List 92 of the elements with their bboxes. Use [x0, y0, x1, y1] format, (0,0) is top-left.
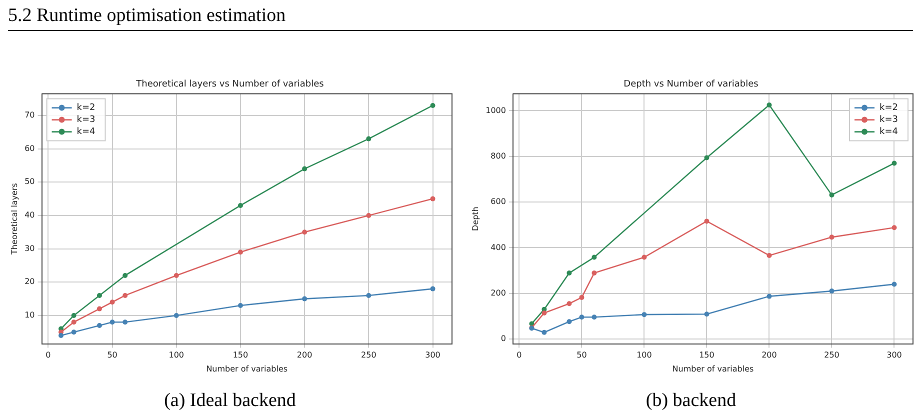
point — [642, 312, 647, 318]
point — [829, 288, 834, 294]
point — [430, 196, 436, 202]
x-tick-label: 150 — [232, 350, 248, 360]
x-tick-label: 300 — [425, 350, 440, 360]
legend-label: k=4 — [880, 127, 898, 138]
point — [579, 314, 584, 320]
y-tick-label: 800 — [490, 151, 506, 160]
x-tick-label: 100 — [636, 350, 652, 360]
point — [704, 155, 710, 160]
point — [542, 330, 547, 335]
point — [704, 218, 710, 224]
x-tick-label: 0 — [46, 350, 51, 360]
point — [110, 320, 115, 325]
point — [366, 136, 372, 142]
x-tick-label: 50 — [107, 350, 118, 360]
legend-label: k=2 — [76, 103, 96, 114]
x-axis-title: Number of variables — [672, 364, 754, 374]
point — [302, 166, 308, 172]
point — [71, 320, 76, 325]
x-tick-label: 150 — [699, 350, 714, 360]
y-tick-label: 70 — [24, 110, 35, 120]
point — [238, 250, 243, 255]
point — [71, 330, 76, 335]
x-tick-label: 250 — [361, 350, 376, 360]
point — [566, 301, 572, 306]
legend-label: k=3 — [76, 115, 96, 126]
point — [110, 300, 115, 305]
point — [366, 292, 372, 298]
point — [96, 322, 102, 328]
point — [566, 319, 572, 324]
point — [122, 292, 128, 298]
x-tick-label: 300 — [886, 350, 902, 360]
point — [829, 192, 834, 198]
y-tick-label: 20 — [24, 277, 35, 286]
point — [302, 230, 308, 235]
point — [766, 102, 772, 108]
y-tick-label: 30 — [24, 244, 35, 253]
point — [892, 160, 897, 166]
x-tick-label: 50 — [576, 350, 587, 360]
y-tick-label: 40 — [24, 210, 35, 220]
point — [430, 286, 436, 292]
x-axis-title: Number of variables — [206, 364, 288, 374]
point — [238, 202, 243, 208]
y-tick-label: 600 — [490, 197, 506, 206]
legend-label: k=4 — [76, 127, 96, 138]
point — [174, 272, 179, 278]
point — [122, 272, 128, 278]
x-tick-label: 200 — [296, 350, 312, 360]
point — [592, 254, 597, 260]
point — [96, 292, 102, 298]
point — [642, 254, 647, 260]
y-tick-label: 0 — [500, 334, 506, 344]
point — [704, 312, 710, 317]
point — [430, 102, 436, 108]
chart-title: Depth vs Number of variables — [624, 80, 759, 90]
point — [302, 296, 308, 302]
y-tick-label: 200 — [490, 288, 506, 298]
point — [592, 270, 597, 276]
text: 5.2 Runtime optimisation estimation — [8, 2, 913, 31]
legend-label: k=3 — [880, 115, 898, 126]
point — [592, 314, 597, 320]
point — [542, 310, 547, 316]
y-tick-label: 50 — [24, 177, 35, 186]
point — [174, 312, 179, 318]
text: (a) Ideal backend — [163, 390, 297, 412]
point — [238, 302, 243, 308]
point — [366, 212, 372, 218]
point — [829, 234, 834, 240]
y-tick-label: 60 — [24, 144, 35, 153]
point — [892, 225, 897, 230]
point — [766, 252, 772, 258]
x-tick-label: 200 — [762, 350, 777, 360]
x-tick-label: 0 — [516, 350, 522, 360]
chart-title: Theoretical layers vs Number of variables — [135, 80, 324, 90]
text: (b) backend — [644, 390, 738, 412]
y-tick-label: 1000 — [486, 106, 506, 115]
point — [122, 320, 128, 325]
point — [892, 282, 897, 287]
y-axis-title: Depth — [470, 206, 480, 231]
x-tick-label: 100 — [168, 350, 184, 360]
point — [566, 270, 572, 276]
point — [579, 294, 584, 300]
point — [71, 312, 76, 318]
y-tick-label: 10 — [24, 310, 35, 320]
point — [58, 332, 64, 338]
point — [766, 294, 772, 299]
point — [96, 306, 102, 312]
x-tick-label: 250 — [824, 350, 840, 360]
legend-label: k=2 — [880, 103, 898, 114]
y-axis-title: Theoretical layers — [10, 183, 19, 256]
y-tick-label: 400 — [490, 242, 506, 252]
